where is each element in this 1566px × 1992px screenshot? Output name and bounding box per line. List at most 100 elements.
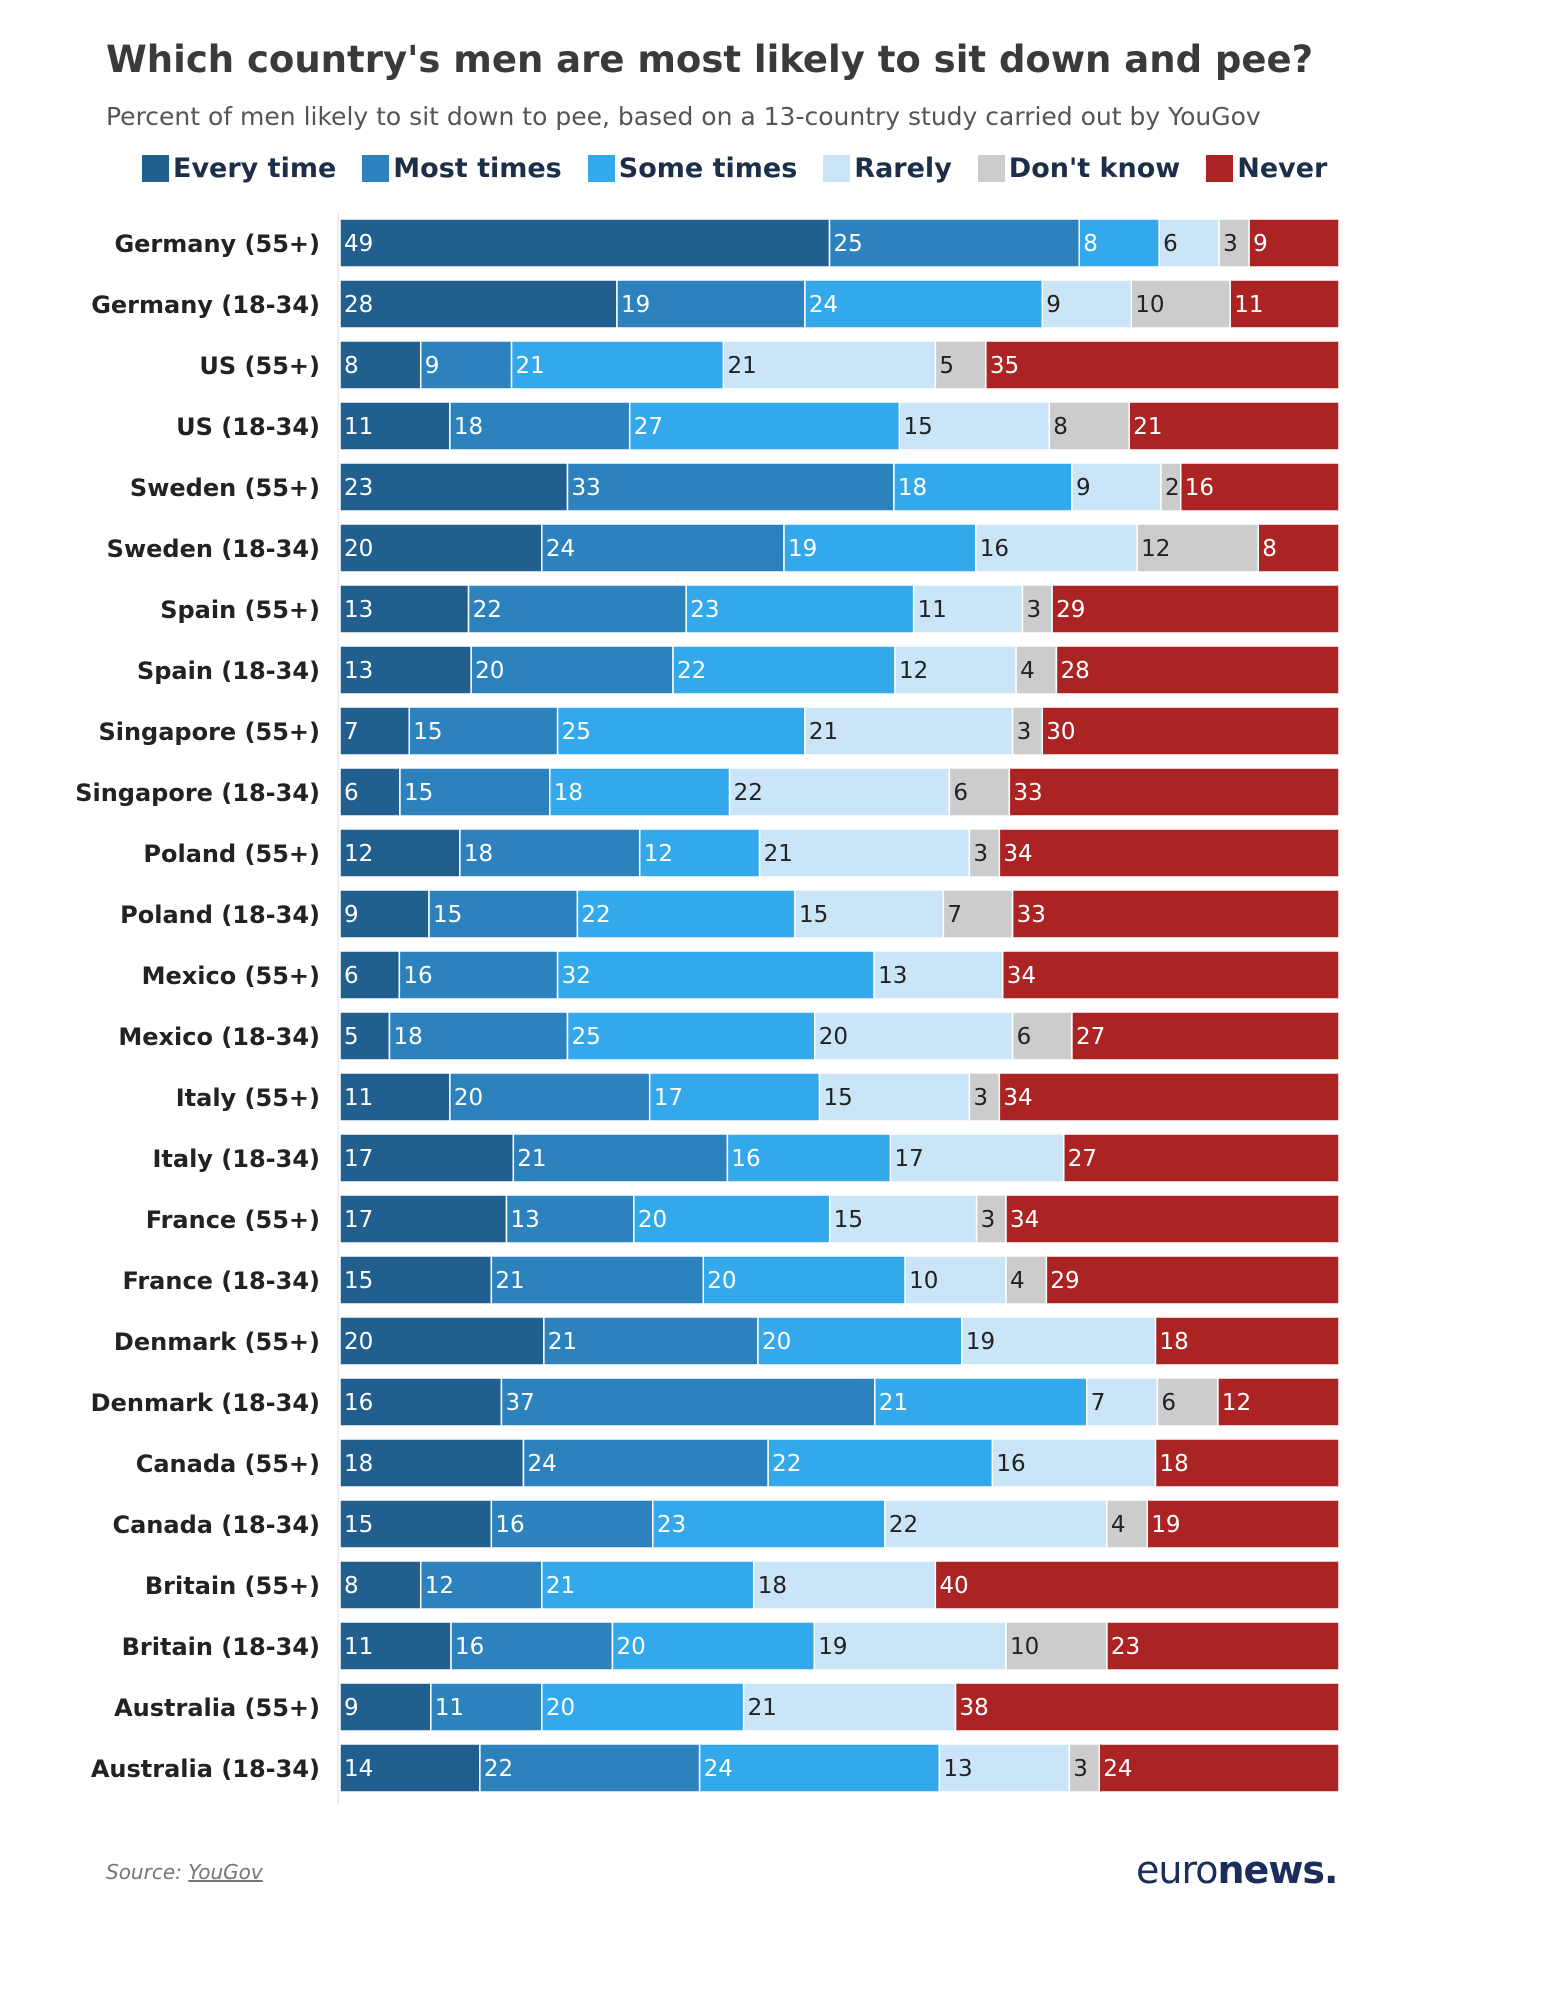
data-label: 9	[1253, 231, 1268, 257]
bar-segment	[794, 889, 945, 939]
bar-segment	[974, 523, 1138, 573]
bar-segment	[549, 767, 731, 817]
data-label: 12	[344, 841, 373, 867]
bar-segment	[1248, 218, 1340, 268]
data-label: 12	[899, 658, 928, 684]
data-label: 25	[562, 719, 591, 745]
data-label: 22	[677, 658, 706, 684]
data-label: 32	[562, 963, 591, 989]
data-label: 15	[404, 780, 433, 806]
bar-segment	[1071, 462, 1162, 512]
data-label: 11	[344, 1085, 373, 1111]
legend-item-most-times: Most times	[362, 152, 562, 184]
bar-segment	[1011, 1011, 1073, 1061]
bar-segment	[1085, 1377, 1159, 1427]
data-label: 33	[1017, 902, 1046, 928]
data-label: 20	[638, 1207, 667, 1233]
data-label: 13	[878, 963, 907, 989]
legend-item-rarely: Rarely	[823, 153, 952, 184]
bar-segment	[1158, 218, 1220, 268]
bar-segment	[1011, 706, 1044, 756]
data-label: 22	[484, 1756, 513, 1782]
data-label: 23	[657, 1512, 686, 1538]
bar-segment	[758, 828, 971, 878]
data-label: 8	[344, 1573, 359, 1599]
data-label: 14	[344, 1756, 373, 1782]
category-label: Italy (18-34)	[152, 1145, 320, 1173]
bar-segment	[1146, 1499, 1340, 1549]
category-label: Australia (55+)	[114, 1694, 320, 1722]
source-link[interactable]: YouGov	[188, 1860, 263, 1884]
bar-segment	[339, 1499, 493, 1549]
bar-segment	[616, 279, 806, 329]
legend-label: Don't know	[1008, 152, 1181, 184]
bar-segment	[991, 1438, 1157, 1488]
legend-item-never: Never	[1206, 153, 1327, 184]
data-label: 20	[475, 658, 504, 684]
data-label: 6	[953, 780, 968, 806]
data-label: 21	[748, 1695, 777, 1721]
data-label: 35	[990, 353, 1019, 379]
bar-segment	[339, 645, 472, 695]
bar-segment	[339, 950, 401, 1000]
data-label: 18	[464, 841, 493, 867]
data-label: 18	[758, 1573, 787, 1599]
bar-segment	[566, 1011, 816, 1061]
data-label: 13	[344, 597, 373, 623]
bar-segment	[1106, 1499, 1149, 1549]
bar-segment	[975, 1194, 1007, 1244]
data-label: 12	[1222, 1390, 1251, 1416]
legend-swatch	[587, 154, 615, 182]
bar-segment	[339, 1255, 493, 1305]
data-label: 20	[762, 1329, 791, 1355]
data-label: 15	[834, 1207, 863, 1233]
data-label: 16	[996, 1451, 1025, 1477]
bar-segment	[722, 340, 937, 390]
category-label: Poland (55+)	[143, 840, 320, 868]
bar-segment	[430, 1682, 543, 1732]
data-label: 34	[1003, 1085, 1032, 1111]
data-label: 17	[894, 1146, 923, 1172]
data-label: 34	[1010, 1207, 1039, 1233]
bar-segment	[556, 950, 875, 1000]
data-label: 22	[473, 597, 502, 623]
data-label: 19	[1151, 1512, 1180, 1538]
data-label: 12	[425, 1573, 454, 1599]
bar-segment	[339, 889, 430, 939]
category-label: Spain (18-34)	[137, 657, 320, 685]
data-label: 15	[799, 902, 828, 928]
data-label: 15	[413, 719, 442, 745]
data-label: 3	[1223, 231, 1238, 257]
legend-item-some-times: Some times	[587, 153, 797, 184]
data-label: 3	[973, 841, 988, 867]
data-label: 19	[818, 1634, 847, 1660]
logo-text-news: news.	[1217, 1848, 1339, 1892]
bar-segment	[1015, 645, 1058, 695]
bar-segment	[638, 828, 761, 878]
legend-label: Most times	[393, 152, 562, 184]
data-label: 20	[454, 1085, 483, 1111]
category-label: Britain (18-34)	[122, 1633, 320, 1661]
data-label: 19	[621, 292, 650, 318]
bar-segment	[998, 828, 1340, 878]
category-label: Poland (18-34)	[120, 901, 320, 929]
bar-segment	[500, 1377, 876, 1427]
data-label: 8	[1053, 414, 1068, 440]
legend-swatch	[977, 154, 1005, 182]
data-label: 15	[344, 1268, 373, 1294]
bar-segment	[541, 1682, 745, 1732]
data-label: 24	[527, 1451, 556, 1477]
data-label: 18	[1160, 1451, 1189, 1477]
bar-segment	[490, 1255, 705, 1305]
data-label: 49	[344, 231, 373, 257]
category-label: France (55+)	[146, 1206, 320, 1234]
bar-segment	[893, 462, 1073, 512]
category-label: France (18-34)	[122, 1267, 320, 1295]
data-label: 10	[909, 1268, 938, 1294]
data-label: 15	[344, 1512, 373, 1538]
category-label: Denmark (55+)	[114, 1328, 320, 1356]
data-label: 5	[344, 1024, 359, 1050]
bar-segment	[339, 828, 461, 878]
data-label: 6	[344, 780, 359, 806]
data-label: 34	[1003, 841, 1032, 867]
